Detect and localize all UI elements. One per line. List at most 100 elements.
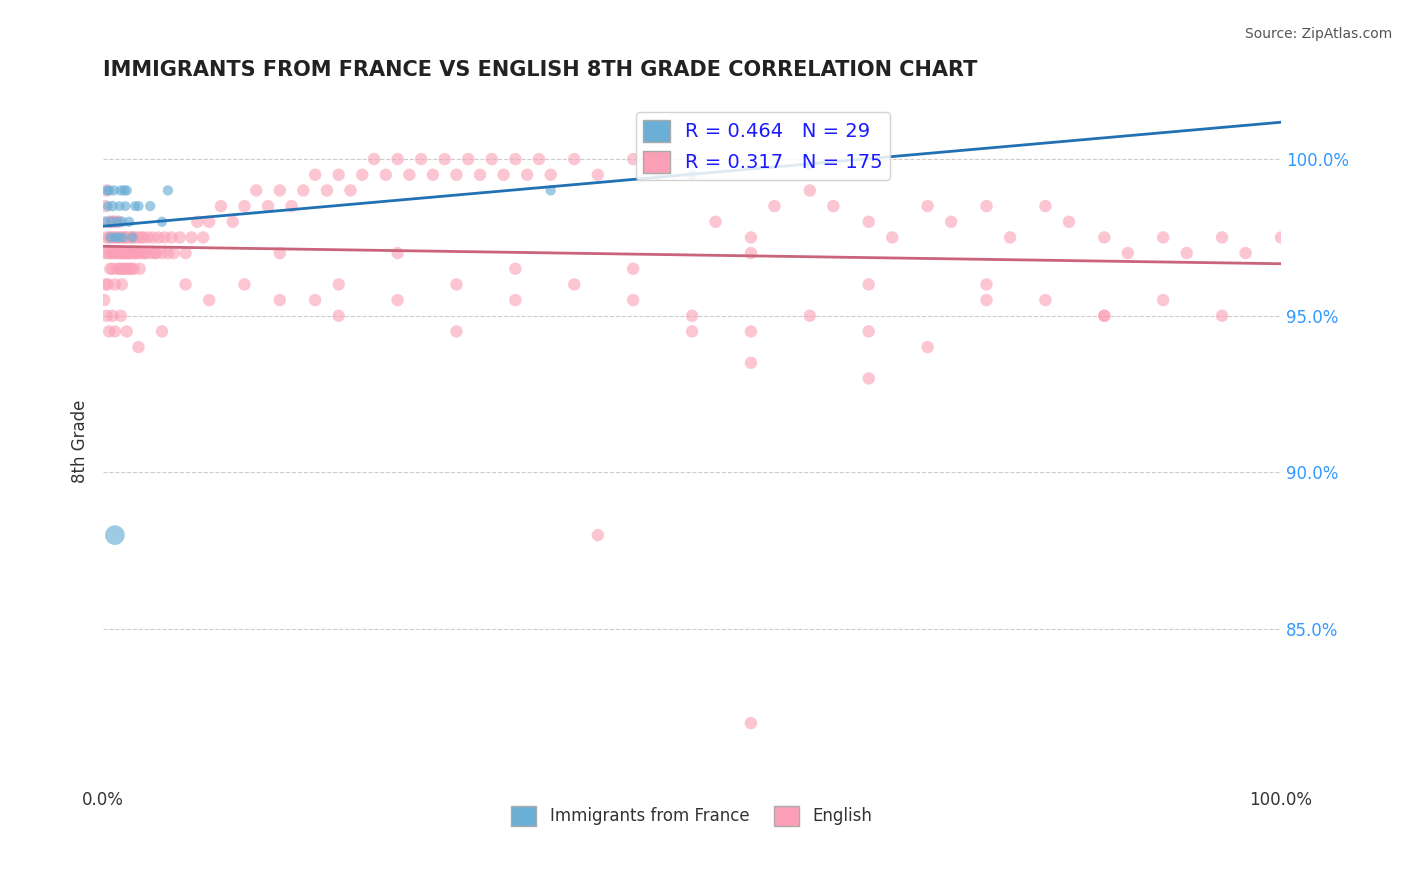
Point bbox=[110, 230, 132, 244]
Point bbox=[233, 277, 256, 292]
Point bbox=[198, 293, 221, 307]
Point bbox=[135, 246, 157, 260]
Point bbox=[280, 199, 302, 213]
Point bbox=[98, 230, 121, 244]
Point bbox=[124, 246, 146, 260]
Point bbox=[105, 215, 128, 229]
Point bbox=[107, 230, 129, 244]
Point bbox=[1234, 246, 1257, 260]
Point bbox=[328, 168, 350, 182]
Point bbox=[823, 199, 845, 213]
Point bbox=[1211, 309, 1233, 323]
Point bbox=[1035, 293, 1057, 307]
Point bbox=[153, 230, 176, 244]
Point bbox=[96, 230, 118, 244]
Point bbox=[352, 168, 374, 182]
Point bbox=[150, 325, 173, 339]
Point bbox=[481, 152, 503, 166]
Point bbox=[131, 246, 153, 260]
Point bbox=[127, 199, 149, 213]
Point bbox=[799, 183, 821, 197]
Point bbox=[125, 246, 148, 260]
Point bbox=[422, 168, 444, 182]
Point bbox=[269, 183, 291, 197]
Point bbox=[740, 716, 762, 731]
Point bbox=[132, 230, 155, 244]
Point bbox=[304, 293, 326, 307]
Point bbox=[122, 261, 145, 276]
Point bbox=[124, 199, 146, 213]
Point bbox=[112, 230, 135, 244]
Point bbox=[387, 293, 409, 307]
Point bbox=[516, 168, 538, 182]
Y-axis label: 8th Grade: 8th Grade bbox=[72, 400, 89, 483]
Point bbox=[96, 309, 118, 323]
Point bbox=[976, 293, 998, 307]
Point bbox=[150, 246, 173, 260]
Point bbox=[98, 325, 121, 339]
Point bbox=[98, 246, 121, 260]
Point bbox=[142, 230, 165, 244]
Point bbox=[150, 215, 173, 229]
Point bbox=[1270, 230, 1292, 244]
Point bbox=[169, 230, 191, 244]
Point bbox=[304, 168, 326, 182]
Point bbox=[117, 246, 139, 260]
Point bbox=[148, 230, 170, 244]
Point bbox=[586, 168, 609, 182]
Point bbox=[740, 246, 762, 260]
Point bbox=[1152, 230, 1174, 244]
Point bbox=[94, 277, 117, 292]
Point bbox=[505, 152, 527, 166]
Point bbox=[1152, 293, 1174, 307]
Text: Source: ZipAtlas.com: Source: ZipAtlas.com bbox=[1244, 27, 1392, 41]
Point bbox=[110, 246, 132, 260]
Point bbox=[114, 246, 136, 260]
Point bbox=[112, 230, 135, 244]
Point bbox=[292, 183, 315, 197]
Point bbox=[114, 199, 136, 213]
Point bbox=[115, 261, 138, 276]
Point bbox=[681, 325, 703, 339]
Point bbox=[221, 215, 243, 229]
Point bbox=[163, 246, 186, 260]
Point bbox=[621, 261, 644, 276]
Point bbox=[139, 246, 162, 260]
Point bbox=[104, 230, 127, 244]
Point bbox=[411, 152, 433, 166]
Point bbox=[446, 325, 468, 339]
Point bbox=[103, 230, 125, 244]
Point bbox=[704, 215, 727, 229]
Point bbox=[505, 293, 527, 307]
Point bbox=[269, 246, 291, 260]
Point bbox=[257, 199, 280, 213]
Point bbox=[174, 277, 197, 292]
Point bbox=[799, 309, 821, 323]
Point bbox=[111, 261, 134, 276]
Point bbox=[115, 230, 138, 244]
Point bbox=[120, 230, 142, 244]
Point bbox=[134, 246, 156, 260]
Point bbox=[917, 199, 939, 213]
Point bbox=[96, 183, 118, 197]
Point bbox=[1092, 309, 1115, 323]
Point bbox=[107, 215, 129, 229]
Point bbox=[882, 230, 904, 244]
Point bbox=[104, 528, 127, 542]
Point bbox=[269, 293, 291, 307]
Point bbox=[115, 183, 138, 197]
Point bbox=[527, 152, 550, 166]
Point bbox=[586, 528, 609, 542]
Point bbox=[108, 261, 131, 276]
Point bbox=[111, 277, 134, 292]
Point bbox=[180, 230, 202, 244]
Point bbox=[111, 215, 134, 229]
Point bbox=[112, 261, 135, 276]
Point bbox=[110, 309, 132, 323]
Point bbox=[645, 168, 668, 182]
Point bbox=[740, 230, 762, 244]
Point bbox=[233, 199, 256, 213]
Point bbox=[108, 199, 131, 213]
Point bbox=[108, 246, 131, 260]
Point bbox=[1092, 309, 1115, 323]
